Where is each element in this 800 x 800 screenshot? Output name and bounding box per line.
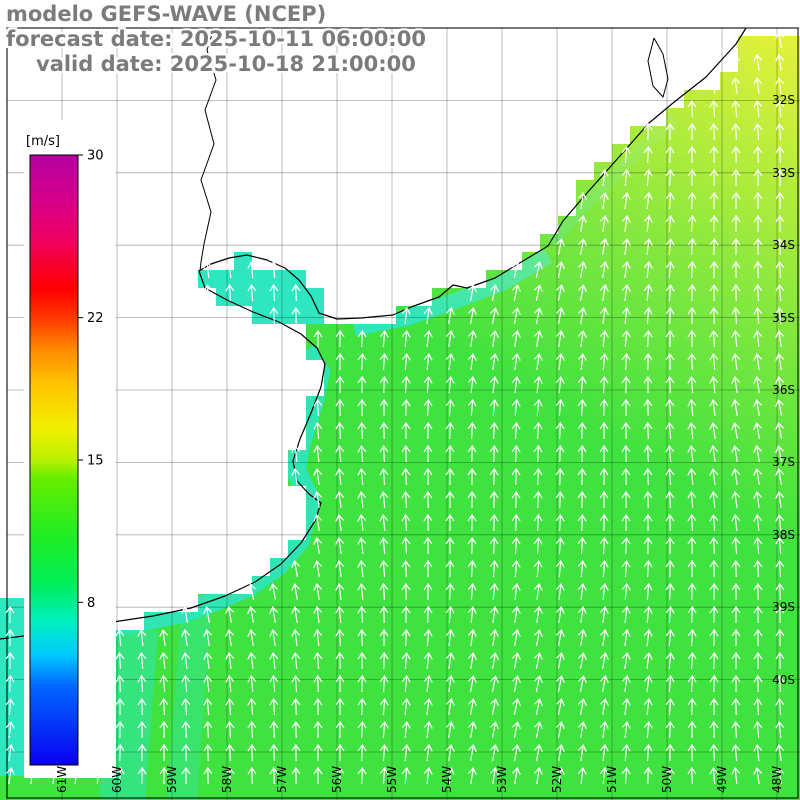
longitude-label: 48W: [770, 766, 784, 793]
colorbar: [29, 154, 79, 766]
river-line: [199, 27, 217, 272]
coastline: [0, 27, 747, 640]
latitude-label: 36S: [772, 383, 795, 397]
map-frame: [6, 27, 799, 799]
coastal-cyan-strip: [167, 610, 211, 800]
latitude-label: 32S: [772, 93, 795, 107]
latitude-label: 34S: [772, 238, 795, 252]
wave-direction-arrows: [5, 31, 785, 785]
longitude-label: 55W: [385, 766, 399, 793]
longitude-label: 52W: [550, 766, 564, 793]
longitude-label: 58W: [220, 766, 234, 793]
colorbar-tick-label: 8: [87, 596, 95, 611]
colorbar-tick-label: 15: [87, 454, 104, 469]
axis-labels: 32S 33S 34S 35S 36S 37S 38S 39S 40S 61W 60W 59W 58W 5…: [55, 93, 795, 793]
latitude-label: 38S: [772, 528, 795, 542]
colorbar-tick-label: 22: [87, 311, 104, 326]
colorbar-unit-label: [m/s]: [26, 134, 60, 149]
longitude-label: 50W: [660, 766, 674, 793]
longitude-label: 56W: [330, 766, 344, 793]
coastal-lagoon-outline: [647, 37, 669, 99]
high-value-yellow-zone: [430, 36, 800, 568]
longitude-label: 51W: [605, 766, 619, 793]
longitude-label: 53W: [495, 766, 509, 793]
latitude-label: 40S: [772, 673, 795, 687]
coastal-cyan-strip: [99, 628, 158, 800]
longitude-label: 57W: [275, 766, 289, 793]
latitude-label: 39S: [772, 600, 795, 614]
longitude-label: 61W: [55, 766, 69, 793]
longitude-label: 60W: [110, 766, 124, 793]
colorbar-tick-label: 30: [87, 149, 104, 164]
longitude-label: 54W: [440, 766, 454, 793]
longitude-label: 49W: [715, 766, 729, 793]
longitude-label: 59W: [165, 766, 179, 793]
latitude-label: 37S: [772, 455, 795, 469]
latitude-label: 33S: [772, 166, 795, 180]
latitude-label: 35S: [772, 311, 795, 325]
